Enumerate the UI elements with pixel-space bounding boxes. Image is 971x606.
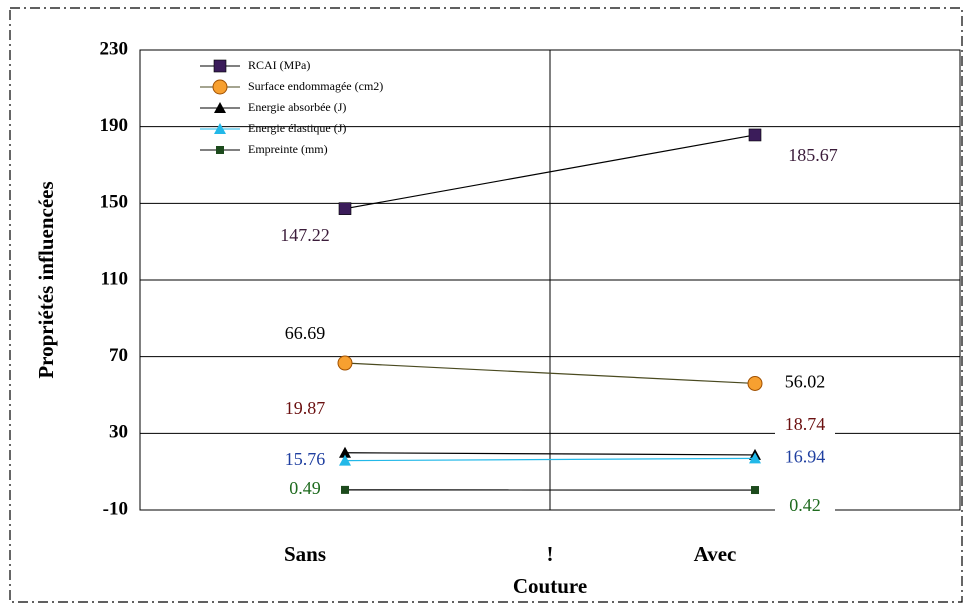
y-tick-label: 110	[101, 268, 128, 289]
label-bg	[775, 447, 835, 470]
series-line	[344, 452, 756, 456]
marker	[216, 146, 224, 154]
label-bg	[775, 496, 835, 519]
label-bg	[275, 449, 335, 472]
label-bg	[275, 478, 335, 501]
legend-label: Empreinte (mm)	[248, 142, 328, 156]
y-axis-title: Propriétés influencées	[34, 181, 58, 378]
marker	[214, 102, 226, 113]
data-label: 0.42	[789, 495, 821, 515]
label-bg	[275, 324, 335, 347]
marker	[339, 454, 351, 466]
data-label: 147.22	[280, 225, 330, 245]
marker	[749, 452, 761, 464]
y-tick-label: 190	[100, 115, 129, 136]
data-label: 56.02	[785, 372, 826, 392]
x-tick-label: Avec	[694, 542, 737, 566]
data-label: 66.69	[285, 323, 326, 343]
series-line	[344, 362, 756, 385]
frame	[9, 7, 963, 603]
series-line	[344, 457, 756, 462]
legend-label: RCAI (MPa)	[248, 58, 310, 72]
marker	[212, 79, 228, 95]
legend-label: Energie absorbée (J)	[248, 100, 346, 114]
data-label: 19.87	[285, 398, 326, 418]
data-label: 185.67	[788, 145, 838, 165]
legend-label: Energie élastique (J)	[248, 121, 346, 135]
marker	[751, 486, 759, 495]
x-axis-title: Couture	[513, 574, 587, 598]
marker	[213, 59, 227, 73]
label-bg	[783, 145, 843, 168]
label-bg	[275, 398, 335, 421]
y-tick-label: 30	[109, 422, 128, 443]
data-label: 15.76	[285, 449, 326, 469]
marker	[338, 202, 352, 215]
y-tick-label: -10	[103, 498, 128, 519]
data-label: 16.94	[785, 446, 826, 466]
marker	[748, 128, 762, 142]
marker	[341, 485, 349, 494]
marker	[339, 446, 351, 458]
y-tick-label: 150	[100, 192, 129, 213]
marker	[747, 375, 763, 391]
data-label: 0.49	[289, 478, 321, 498]
label-bg	[275, 225, 335, 248]
annotation: !	[547, 542, 554, 566]
series-line	[344, 134, 756, 210]
y-tick-label: 230	[100, 38, 129, 59]
marker	[337, 355, 353, 371]
label-bg	[775, 372, 835, 395]
label-bg	[775, 414, 835, 437]
data-label: 18.74	[785, 414, 826, 434]
y-tick-label: 70	[109, 345, 128, 366]
x-tick-label: Sans	[284, 542, 326, 566]
legend-label: Surface endommagée (cm2)	[248, 79, 383, 93]
marker	[214, 123, 226, 134]
